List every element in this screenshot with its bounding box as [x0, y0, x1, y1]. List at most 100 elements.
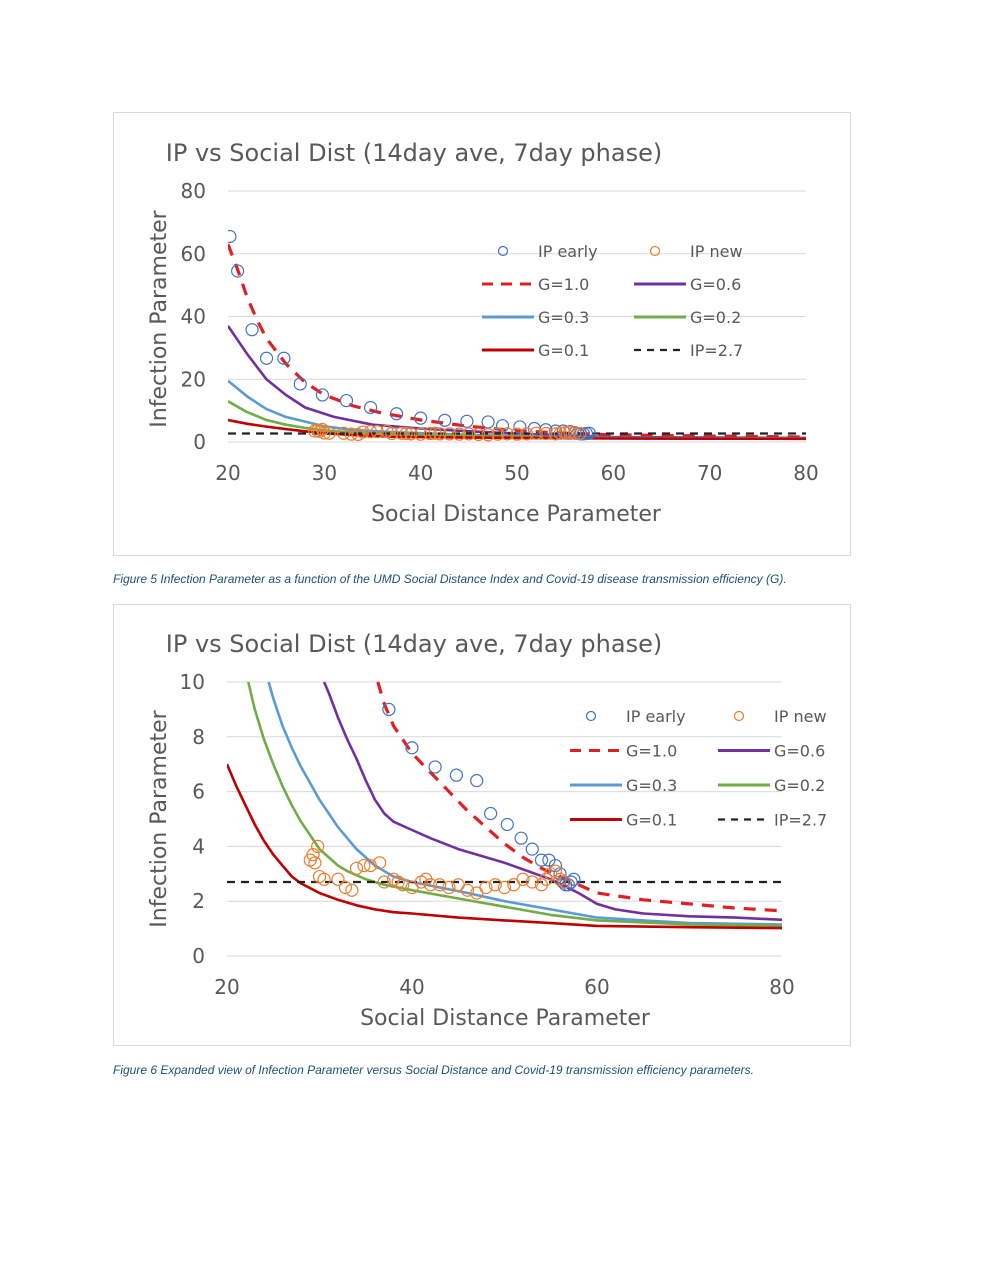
- point-ip-new: [433, 878, 447, 892]
- point-ip-new: [510, 427, 524, 441]
- point-ip-new: [373, 856, 387, 870]
- point-ip-early: [382, 702, 396, 717]
- point-ip-new: [356, 425, 370, 439]
- point-ip-new: [357, 858, 371, 873]
- legend-symbol-ip-early: [585, 710, 597, 722]
- point-ip-new: [338, 880, 352, 895]
- point-ip-new: [573, 426, 587, 441]
- x-tick-label: 60: [584, 975, 609, 999]
- point-ip-early: [484, 806, 498, 821]
- legend-label-g-0-3: G=0.3: [626, 776, 677, 795]
- point-ip-new: [442, 880, 456, 895]
- figure-6-caption: Figure 6 Expanded view of Infection Para…: [113, 1063, 754, 1077]
- point-ip-new: [433, 427, 447, 441]
- x-axis-label: Social Distance Parameter: [360, 1006, 651, 1031]
- point-ip-early: [500, 817, 514, 832]
- x-axis-label: Social Distance Parameter: [371, 502, 662, 527]
- legend-label-ip-early: IP early: [538, 242, 598, 261]
- point-ip-new: [558, 425, 572, 440]
- y-tick-label: 2: [192, 889, 205, 913]
- series-line-g-0-1: [227, 763, 782, 930]
- point-ip-early: [481, 415, 495, 429]
- point-ip-new: [377, 875, 391, 889]
- point-ip-new: [563, 425, 577, 439]
- figure-5-caption: Figure 5 Infection Parameter as a functi…: [113, 572, 787, 586]
- x-tick-labels: 20 30 40 50 60 70 80: [215, 461, 818, 485]
- x-tick-label: 40: [399, 975, 424, 999]
- point-ip-early: [259, 351, 274, 365]
- point-ip-early: [293, 377, 307, 391]
- point-ip-early: [534, 853, 549, 867]
- chart-title: IP vs Social Dist (14day ave, 7day phase…: [166, 139, 662, 167]
- legend-symbol-ip-new: [649, 245, 661, 257]
- y-tick-label: 6: [192, 780, 205, 804]
- point-ip-early: [363, 400, 378, 415]
- point-ip-early: [582, 426, 596, 440]
- point-ip-new: [312, 869, 327, 884]
- point-ip-new: [452, 427, 466, 441]
- point-ip-new: [337, 426, 351, 440]
- x-tick-label: 30: [312, 461, 337, 485]
- point-ip-new: [539, 426, 553, 441]
- point-ip-new: [331, 872, 345, 886]
- point-ip-new: [558, 875, 572, 889]
- point-ip-early: [567, 872, 581, 886]
- point-ip-new: [488, 878, 502, 892]
- legend-label-ip-new: IP new: [690, 242, 743, 261]
- point-ip-early: [315, 388, 330, 402]
- point-ip-early: [513, 420, 527, 434]
- y-tick-labels: 0 2 4 6 8 10: [180, 670, 205, 968]
- point-ip-new: [516, 872, 530, 886]
- legend-label-g-0-3: G=0.3: [538, 308, 589, 327]
- series-line-g-0-1: [228, 418, 806, 441]
- point-ip-new: [349, 861, 364, 875]
- line-series: [227, 681, 782, 930]
- legend-symbol-ip-new: [733, 710, 745, 722]
- point-ip-early: [470, 774, 484, 788]
- series-line-g-0-2: [247, 681, 782, 928]
- y-axis-label: Infection Parameter: [147, 709, 172, 927]
- x-tick-labels: 20 40 60 80: [214, 975, 794, 999]
- legend-label-ip-new: IP new: [774, 707, 827, 726]
- x-tick-label: 50: [504, 461, 529, 485]
- point-ip-new: [315, 422, 330, 437]
- y-tick-labels: 0 20 40 60 80: [181, 179, 206, 454]
- point-ip-early: [449, 768, 463, 782]
- point-ip-new: [399, 426, 413, 441]
- y-tick-label: 8: [192, 725, 205, 749]
- point-ip-early: [389, 407, 404, 421]
- y-tick-label: 10: [180, 670, 205, 694]
- point-ip-new: [460, 883, 475, 897]
- point-ip-new: [396, 878, 410, 892]
- point-ip-new: [423, 426, 437, 441]
- point-ip-new: [394, 426, 408, 440]
- point-ip-new: [525, 875, 539, 889]
- point-ip-early: [405, 741, 419, 755]
- legend: IP early IP new G=1.0 G=0.6 G=0.3 G=0.2 G=0.1 I…: [482, 242, 743, 360]
- point-ip-early: [460, 414, 474, 428]
- point-ip-early: [245, 323, 259, 337]
- chart-title: IP vs Social Dist (14day ave, 7day phase…: [166, 630, 662, 658]
- point-ip-new: [311, 839, 325, 853]
- scatter-series: [303, 702, 581, 900]
- x-tick-label: 70: [697, 461, 722, 485]
- scatter-series: [228, 229, 596, 442]
- legend-label-ip-2-7: IP=2.7: [690, 341, 743, 360]
- y-tick-label: 20: [181, 367, 206, 391]
- y-axis-label: Infection Parameter: [147, 209, 172, 427]
- series-line-g-1-0: [376, 681, 782, 913]
- point-ip-new: [363, 858, 377, 873]
- point-ip-early: [228, 229, 237, 244]
- x-tick-label: 80: [769, 975, 794, 999]
- point-ip-early: [514, 831, 528, 845]
- legend-label-g-1-0: G=1.0: [626, 742, 677, 761]
- point-ip-new: [491, 427, 505, 441]
- point-ip-new: [548, 427, 563, 441]
- chart-svg: IP vs Social Dist (14day ave, 7day phase…: [147, 630, 827, 1031]
- point-ip-new: [322, 426, 336, 440]
- x-tick-label: 20: [215, 461, 240, 485]
- point-ip-new: [568, 426, 582, 440]
- point-ip-early: [495, 419, 510, 433]
- y-tick-label: 0: [192, 944, 205, 968]
- legend-label-g-0-2: G=0.2: [690, 308, 741, 327]
